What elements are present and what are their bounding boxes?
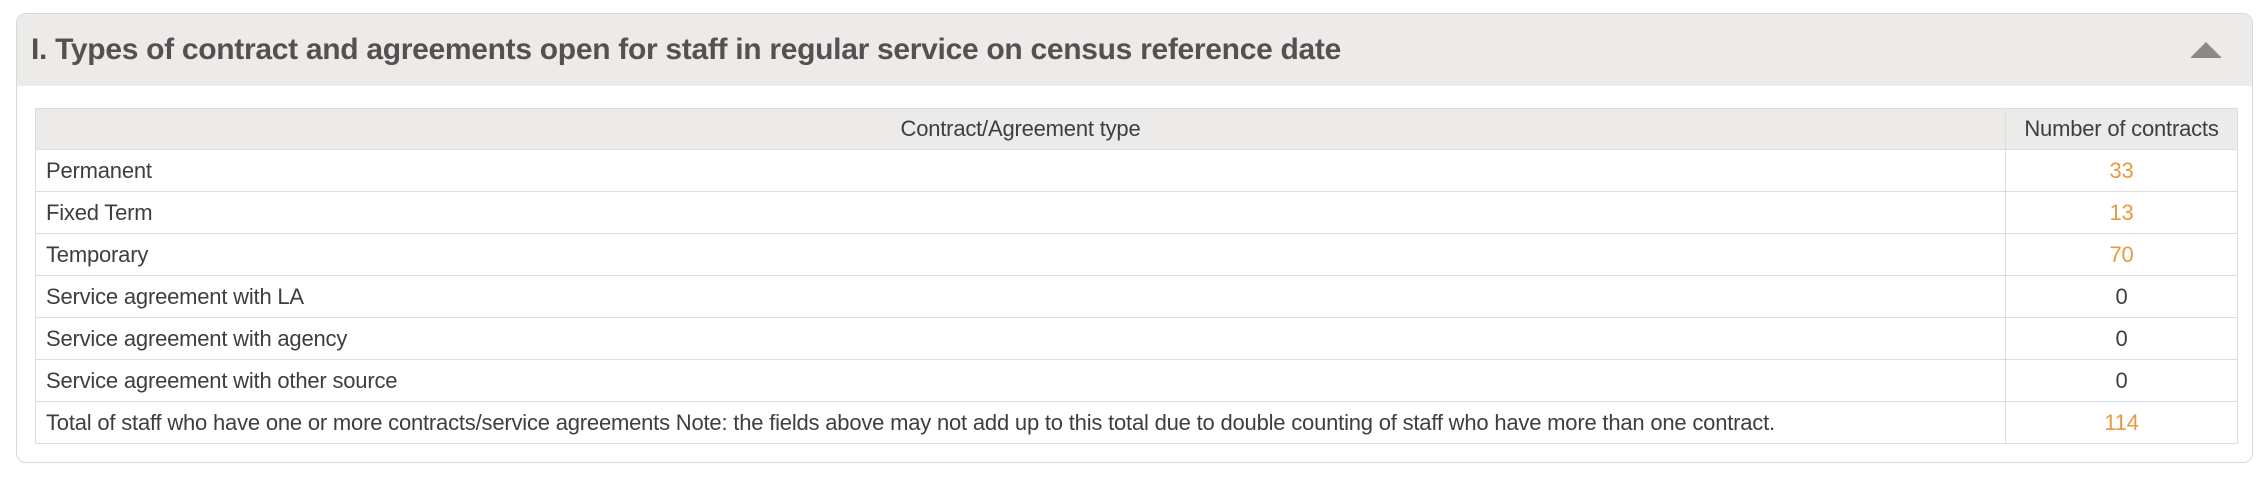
contract-count-cell: 13 bbox=[2005, 191, 2238, 234]
panel-title: I. Types of contract and agreements open… bbox=[31, 33, 1341, 66]
contracts-table: Contract/Agreement type Number of contra… bbox=[35, 108, 2238, 444]
table-row: Fixed Term 13 bbox=[35, 191, 2238, 234]
table-row: Temporary 70 bbox=[35, 233, 2238, 276]
contract-count-cell: 0 bbox=[2005, 359, 2238, 402]
contract-type-cell: Service agreement with agency bbox=[35, 317, 2006, 360]
contract-type-cell: Permanent bbox=[35, 149, 2006, 192]
column-header-contract-type: Contract/Agreement type bbox=[35, 108, 2006, 150]
table-header-row: Contract/Agreement type Number of contra… bbox=[35, 108, 2238, 150]
contract-type-cell: Service agreement with LA bbox=[35, 275, 2006, 318]
contract-count-cell: 0 bbox=[2005, 275, 2238, 318]
contract-type-cell: Fixed Term bbox=[35, 191, 2006, 234]
contract-count-cell: 33 bbox=[2005, 149, 2238, 192]
contract-count-cell: 114 bbox=[2005, 401, 2238, 444]
contract-count-cell: 0 bbox=[2005, 317, 2238, 360]
table-row: Permanent 33 bbox=[35, 149, 2238, 192]
contract-type-cell: Total of staff who have one or more cont… bbox=[35, 401, 2006, 444]
contract-types-panel: I. Types of contract and agreements open… bbox=[16, 13, 2253, 463]
column-header-number-of-contracts: Number of contracts bbox=[2005, 108, 2238, 150]
table-row: Service agreement with LA 0 bbox=[35, 275, 2238, 318]
contract-type-cell: Service agreement with other source bbox=[35, 359, 2006, 402]
panel-body: Contract/Agreement type Number of contra… bbox=[17, 86, 2252, 444]
panel-header[interactable]: I. Types of contract and agreements open… bbox=[17, 14, 2252, 86]
table-row: Total of staff who have one or more cont… bbox=[35, 401, 2238, 444]
table-row: Service agreement with agency 0 bbox=[35, 317, 2238, 360]
contract-type-cell: Temporary bbox=[35, 233, 2006, 276]
table-row: Service agreement with other source 0 bbox=[35, 359, 2238, 402]
contract-count-cell: 70 bbox=[2005, 233, 2238, 276]
collapse-triangle-up-icon[interactable] bbox=[2190, 42, 2222, 58]
